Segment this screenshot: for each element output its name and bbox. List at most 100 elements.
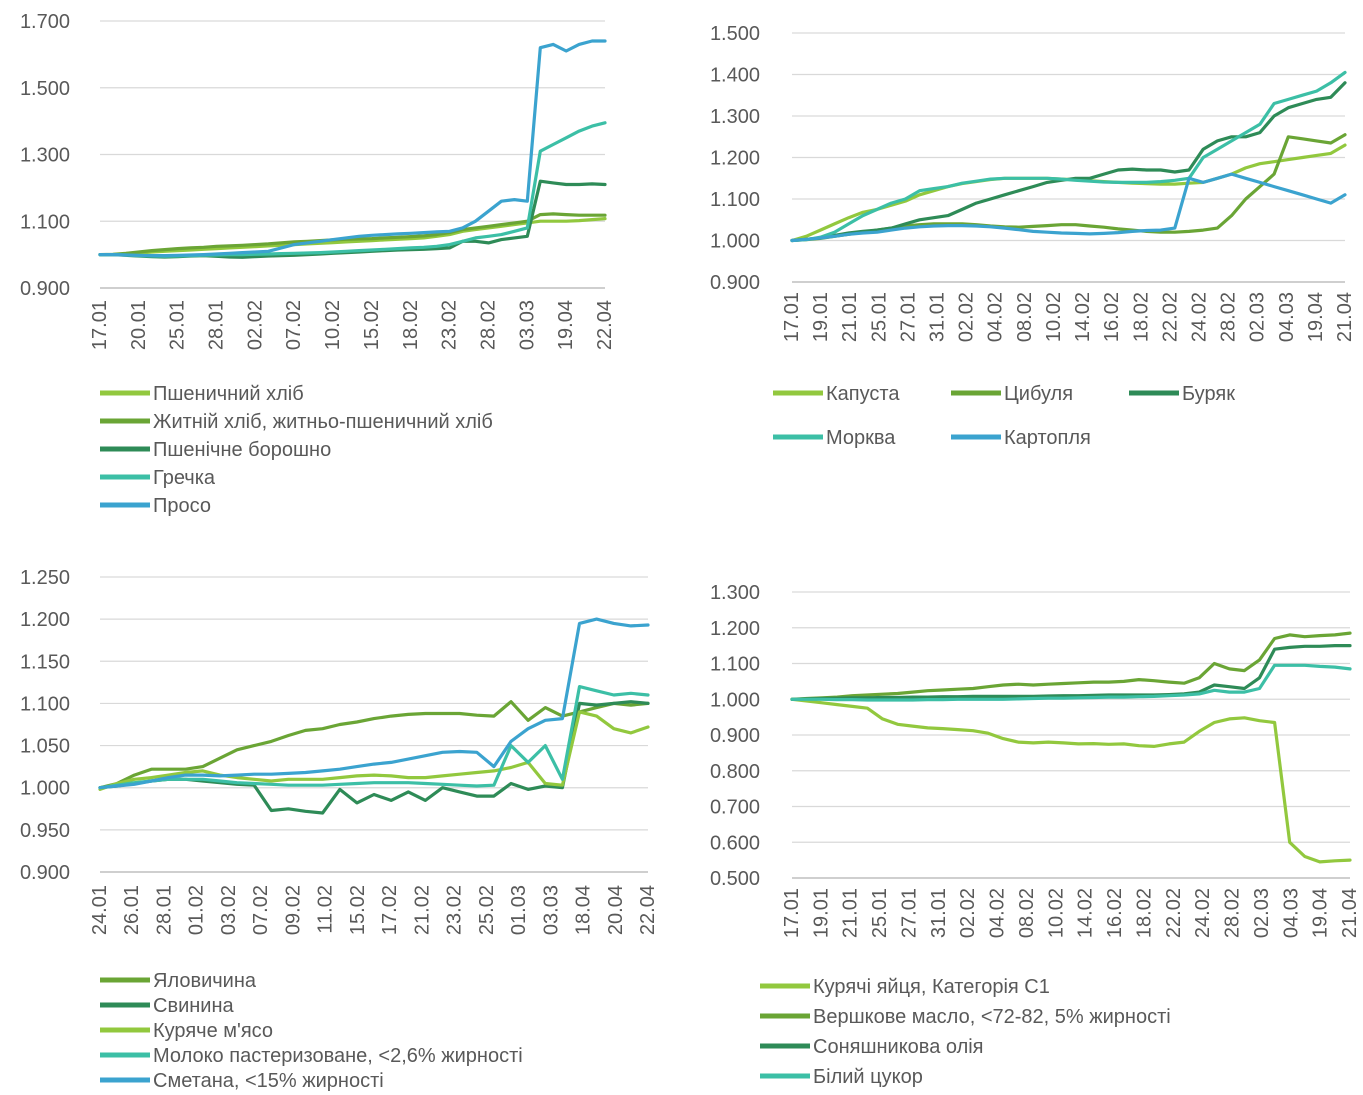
- chart-vegetables: 0.900 1.000 1.100 1.200 1.300 1.400 1.500 17.01…: [710, 23, 1356, 449]
- x-tick-label: 20.01: [128, 300, 150, 350]
- series-line-4: [98, 39, 607, 258]
- x-tick-label: 07.02: [283, 300, 305, 350]
- x-tick-label: 19.04: [1310, 888, 1332, 938]
- legend-label: Пшеничний хліб: [153, 383, 304, 405]
- y-tick-label: 1.300: [710, 582, 760, 604]
- x-tick-label: 24.02: [1192, 888, 1214, 938]
- x-tick-label: 09.02: [282, 885, 304, 935]
- x-tick-label: 28.01: [206, 300, 228, 350]
- y-tick-label: 0.900: [710, 725, 760, 747]
- x-tick-label: 26.01: [121, 885, 143, 935]
- x-tick-label: 01.02: [186, 885, 208, 935]
- series-line-2: [98, 710, 650, 792]
- x-tick-label: 17.01: [781, 292, 803, 342]
- x-tick-label: 11.02: [315, 885, 337, 934]
- x-tick-label: 16.02: [1101, 292, 1123, 342]
- y-tick-label: 1.000: [710, 231, 760, 253]
- x-tick-label: 04.03: [1276, 292, 1298, 342]
- legend-label: Свинина: [153, 995, 235, 1017]
- legend-label: Білий цукор: [813, 1066, 923, 1088]
- legend-label: Соняшникова олія: [813, 1036, 984, 1058]
- series-line-1: [790, 631, 1352, 701]
- legend-label: Морква: [826, 427, 896, 449]
- x-tick-label: 21.01: [839, 292, 861, 342]
- legend-label: Молоко пастеризоване, <2,6% жирності: [153, 1045, 523, 1067]
- y-tick-label: 0.900: [20, 862, 70, 884]
- y-tick-label: 1.500: [20, 78, 70, 100]
- x-tick-label: 21.02: [411, 885, 433, 935]
- legend-label: Пшенічне борошно: [153, 439, 331, 461]
- x-tick-label: 28.02: [1222, 888, 1244, 938]
- x-tick-label: 17.01: [781, 888, 803, 938]
- x-tick-label: 28.01: [153, 885, 175, 935]
- y-tick-label: 1.300: [710, 106, 760, 128]
- legend-label: Яловичина: [153, 970, 257, 992]
- y-tick-label: 1.200: [20, 609, 70, 631]
- x-tick-label: 02.03: [1251, 888, 1273, 938]
- legend-label: Вершкове масло, <72-82, 5% жирності: [813, 1006, 1171, 1028]
- x-tick-label: 03.03: [516, 300, 538, 350]
- x-tick-label: 22.04: [594, 300, 616, 350]
- y-tick-label: 1.100: [20, 693, 70, 715]
- x-tick-label: 04.02: [987, 888, 1009, 938]
- y-tick-label: 1.100: [710, 654, 760, 676]
- x-tick-label: 25.01: [869, 888, 891, 938]
- x-tick-label: 21.04: [1339, 888, 1361, 938]
- x-tick-label: 22.02: [1163, 888, 1185, 938]
- x-tick-label: 15.02: [347, 885, 369, 935]
- series-line-2: [790, 81, 1347, 243]
- chart-eggs-oil-sugar: 0.500 0.600 0.700 0.800 0.900 1.000 1.100 1.200…: [710, 582, 1361, 1088]
- x-tick-label: 03.03: [540, 885, 562, 935]
- x-tick-label: 19.04: [555, 300, 577, 350]
- y-tick-label: 0.900: [20, 278, 70, 300]
- x-tick-label: 14.02: [1072, 292, 1094, 342]
- x-tick-label: 02.02: [957, 888, 979, 938]
- x-tick-label: 19.01: [810, 292, 832, 342]
- x-tick-label: 01.03: [508, 885, 530, 935]
- legend-label: Просо: [153, 495, 211, 517]
- x-tick-label: 23.02: [439, 300, 461, 350]
- x-tick-label: 14.02: [1075, 888, 1097, 938]
- series-line-2: [790, 643, 1352, 701]
- legend-label: Буряк: [1182, 383, 1235, 405]
- x-tick-label: 27.01: [898, 888, 920, 938]
- y-tick-label: 0.900: [710, 272, 760, 294]
- legend-label: Сметана, <15% жирності: [153, 1070, 384, 1092]
- x-tick-label: 17.02: [379, 885, 401, 935]
- y-tick-label: 0.600: [710, 832, 760, 854]
- y-tick-label: 1.000: [710, 689, 760, 711]
- x-tick-label: 25.01: [868, 292, 890, 342]
- chart-bread-grains: 0.900 1.100 1.300 1.500 1.700 17.01 20.01 25.01…: [20, 11, 616, 517]
- series-line-4: [98, 617, 650, 790]
- series-line-3: [790, 70, 1347, 243]
- x-tick-label: 21.04: [1334, 292, 1356, 342]
- x-tick-label: 24.02: [1188, 292, 1210, 342]
- x-tick-label: 31.01: [927, 292, 949, 342]
- x-tick-label: 16.02: [1104, 888, 1126, 938]
- x-tick-label: 22.04: [637, 885, 659, 935]
- y-tick-label: 0.950: [20, 820, 70, 842]
- legend-label: Цибуля: [1004, 383, 1073, 405]
- x-tick-label: 18.02: [1130, 292, 1152, 342]
- y-tick-label: 1.100: [20, 211, 70, 233]
- chart-meat-dairy: 0.900 0.950 1.000 1.050 1.100 1.150 1.200 1.250…: [20, 567, 659, 1092]
- x-tick-label: 15.02: [361, 300, 383, 350]
- x-tick-label: 18.02: [1133, 888, 1155, 938]
- y-tick-label: 1.200: [710, 618, 760, 640]
- x-tick-label: 18.02: [400, 300, 422, 350]
- x-tick-label: 23.02: [444, 885, 466, 935]
- legend-label: Картопля: [1004, 427, 1091, 449]
- x-tick-label: 31.01: [928, 888, 950, 938]
- legend-label: Куряче м'ясо: [153, 1020, 273, 1042]
- y-tick-label: 0.500: [710, 868, 760, 890]
- x-tick-label: 10.02: [1045, 888, 1067, 938]
- x-tick-label: 22.02: [1159, 292, 1181, 342]
- series-line-0: [790, 697, 1352, 864]
- series-line-3: [790, 663, 1352, 702]
- series-line-0: [98, 217, 607, 257]
- y-tick-label: 1.100: [710, 189, 760, 211]
- legend-label: Курячі яйця, Категорія С1: [813, 976, 1050, 998]
- series-line-1: [98, 212, 607, 257]
- x-tick-label: 18.04: [573, 885, 595, 935]
